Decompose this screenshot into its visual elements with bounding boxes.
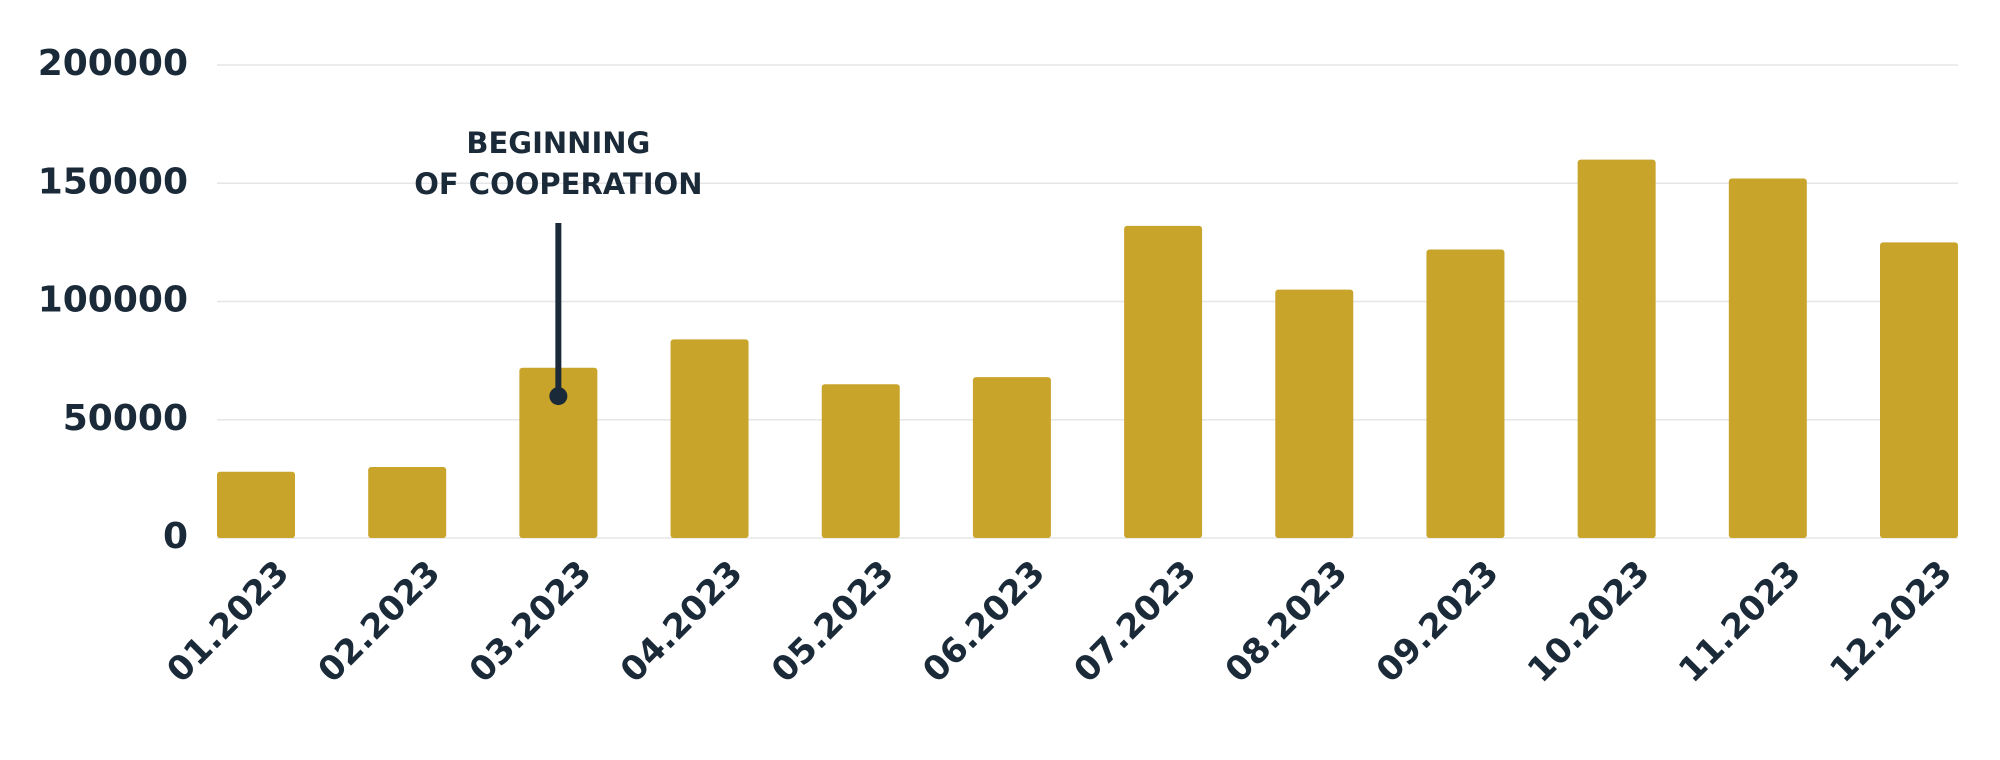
bar — [1124, 225, 1203, 538]
bar — [368, 467, 447, 538]
x-tick-label: 09.2023 — [1369, 553, 1507, 691]
bar — [972, 377, 1051, 538]
x-tick-label: 08.2023 — [1218, 553, 1356, 691]
annotation-text: BEGINNING — [466, 126, 650, 160]
y-tick-label: 150000 — [38, 161, 188, 202]
y-tick-label: 200000 — [38, 43, 188, 84]
annotation-dot — [549, 387, 568, 406]
x-tick-label: 04.2023 — [613, 553, 751, 691]
annotation-text: OF COOPERATION — [414, 167, 702, 201]
x-tick-label: 06.2023 — [915, 553, 1053, 691]
bar — [519, 367, 598, 538]
x-tick-label: 02.2023 — [310, 553, 448, 691]
x-tick-label: 10.2023 — [1520, 553, 1658, 691]
y-tick-label: 0 — [163, 516, 188, 557]
bar — [1426, 249, 1505, 538]
bar — [1275, 289, 1354, 538]
x-tick-label: 01.2023 — [159, 553, 297, 691]
x-tick-label: 05.2023 — [764, 553, 902, 691]
x-tick-label: 07.2023 — [1066, 553, 1204, 691]
y-tick-label: 100000 — [38, 280, 188, 321]
bar — [1577, 159, 1656, 538]
x-tick-label: 03.2023 — [462, 553, 600, 691]
x-tick-label: 11.2023 — [1671, 553, 1809, 691]
bar — [217, 471, 295, 538]
bar — [1880, 242, 1958, 538]
bar — [1728, 178, 1807, 538]
x-tick-label: 12.2023 — [1822, 553, 1960, 691]
bar — [821, 384, 900, 538]
bar — [670, 339, 749, 538]
y-tick-label: 50000 — [63, 398, 188, 439]
